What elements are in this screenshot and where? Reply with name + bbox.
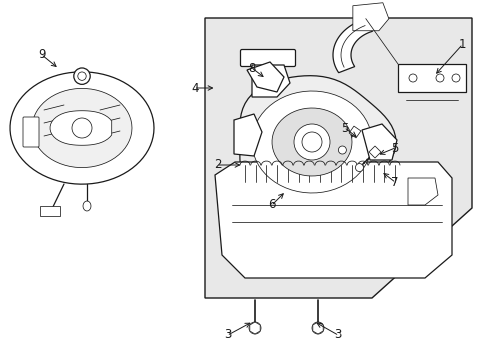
Polygon shape (361, 124, 396, 160)
Polygon shape (332, 19, 372, 73)
Circle shape (311, 322, 324, 334)
Polygon shape (50, 111, 111, 145)
Text: 8: 8 (248, 62, 255, 75)
Polygon shape (368, 146, 380, 158)
Text: 9: 9 (38, 49, 46, 62)
FancyBboxPatch shape (23, 117, 39, 147)
FancyBboxPatch shape (240, 49, 295, 67)
Text: 2: 2 (214, 158, 221, 171)
Text: 6: 6 (268, 198, 275, 211)
Polygon shape (352, 3, 388, 31)
Polygon shape (407, 178, 437, 205)
FancyBboxPatch shape (397, 64, 465, 92)
Text: 5: 5 (341, 122, 348, 135)
Polygon shape (249, 322, 260, 334)
Polygon shape (239, 76, 395, 208)
Text: 5: 5 (390, 141, 398, 154)
Circle shape (302, 132, 321, 152)
Circle shape (355, 163, 363, 172)
Polygon shape (246, 62, 284, 92)
Text: 3: 3 (224, 328, 231, 342)
Polygon shape (83, 201, 91, 211)
Polygon shape (234, 114, 262, 156)
Polygon shape (271, 108, 351, 176)
Polygon shape (215, 162, 451, 278)
Polygon shape (32, 89, 132, 168)
Polygon shape (251, 65, 289, 97)
Circle shape (338, 146, 346, 154)
Circle shape (451, 74, 459, 82)
Circle shape (72, 118, 92, 138)
Text: 7: 7 (390, 175, 398, 189)
Circle shape (251, 324, 258, 332)
Circle shape (248, 322, 261, 334)
Polygon shape (204, 18, 471, 298)
Circle shape (408, 74, 416, 82)
Polygon shape (312, 322, 323, 334)
Circle shape (435, 74, 443, 82)
Text: 1: 1 (457, 39, 465, 51)
Text: 4: 4 (191, 81, 198, 94)
Circle shape (293, 124, 329, 160)
Text: 3: 3 (334, 328, 341, 342)
Polygon shape (40, 206, 60, 216)
Polygon shape (252, 91, 371, 193)
Polygon shape (10, 72, 154, 184)
Circle shape (74, 68, 90, 84)
Polygon shape (348, 126, 360, 138)
Circle shape (78, 72, 86, 80)
Circle shape (314, 324, 321, 332)
